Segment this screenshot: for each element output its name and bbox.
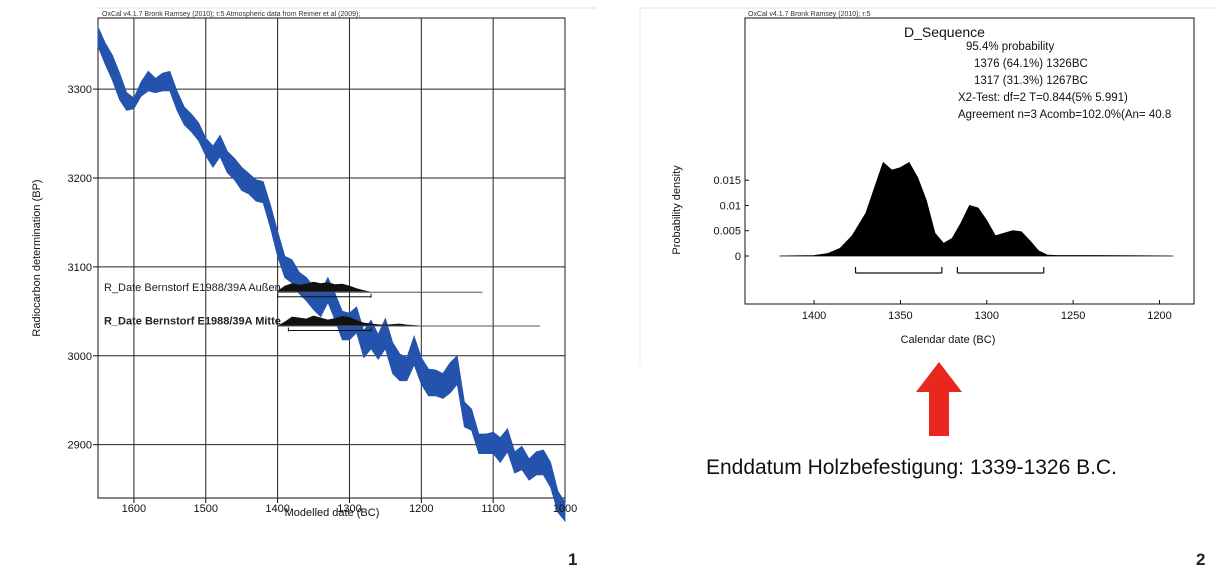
date-distribution-1 xyxy=(277,281,371,292)
x-tick-label: 1300 xyxy=(975,310,999,322)
info-line: 95.4% probability xyxy=(966,41,1054,53)
info-line: Agreement n=3 Acomb=102.0%(An= 40.8 xyxy=(958,109,1171,121)
panel-2-info-text: 95.4% probability 1376 (64.1%) 1326BC 1317… xyxy=(958,41,1171,121)
panel-1-header: OxCal v4.1.7 Bronk Ramsey (2010); r:5 At… xyxy=(102,11,360,18)
panel-1-x-tick-labels: 1600 1500 1400 1300 1200 1100 1000 xyxy=(122,503,578,515)
x-tick-label: 1600 xyxy=(122,503,146,515)
panel-2-chart: OxCal v4.1.7 Bronk Ramsey (2010); r:5 D_… xyxy=(639,7,1214,436)
panel-2-y-axis-label: Probability density xyxy=(671,165,683,255)
panel-1-date-distributions: R_Date Bernstorf E1988/39A Außen R_Date B… xyxy=(104,282,540,332)
info-line: 1376 (64.1%) 1326BC xyxy=(974,58,1088,70)
red-arrow-icon xyxy=(916,362,962,436)
panel-1-chart: OxCal v4.1.7 Bronk Ramsey (2010); r:5 At… xyxy=(31,7,596,523)
y-tick-label: 2900 xyxy=(68,440,92,452)
panel-2-y-tick-labels: 0.015 0.01 0.005 0 xyxy=(713,175,749,263)
panel-2-density xyxy=(779,161,1174,257)
panel-2-range-bars xyxy=(854,267,1045,274)
y-tick-label: 3100 xyxy=(68,262,92,274)
panel-2-x-axis-label: Calendar date (BC) xyxy=(901,334,996,346)
x-tick-label: 1400 xyxy=(802,310,826,322)
panel-1-y-tick-labels: 3300 3200 3100 3000 2900 xyxy=(68,84,92,452)
probability-density-area xyxy=(779,161,1174,257)
y-tick-label: 3000 xyxy=(68,351,92,363)
x-tick-label: 1300 xyxy=(337,503,361,515)
x-tick-label: 1100 xyxy=(481,503,505,515)
x-tick-label: 1000 xyxy=(553,503,577,515)
y-tick-label: 3300 xyxy=(68,84,92,96)
x-tick-label: 1350 xyxy=(888,310,912,322)
date-label-2: R_Date Bernstorf E1988/39A Mitte xyxy=(104,316,281,328)
end-date-annotation: Enddatum Holzbefestigung: 1339-1326 B.C. xyxy=(706,456,1117,479)
y-tick-label: 0.005 xyxy=(713,226,741,238)
panel-2-title: D_Sequence xyxy=(904,24,985,40)
date-label-1: R_Date Bernstorf E1988/39A Außen xyxy=(104,282,281,294)
info-line: 1317 (31.3%) 1267BC xyxy=(974,75,1088,87)
calibration-curve-band xyxy=(97,26,566,523)
x-tick-label: 1500 xyxy=(194,503,218,515)
panel-1-x-axis-label: Modelled date (BC) xyxy=(285,507,380,519)
info-line: X2-Test: df=2 T=0.844(5% 5.991) xyxy=(958,92,1128,104)
panel-1-y-axis-label: Radiocarbon determination (BP) xyxy=(31,179,43,336)
panel-1-calibration-curve xyxy=(97,26,566,523)
y-tick-label: 0 xyxy=(735,251,741,263)
y-tick-label: 0.015 xyxy=(713,175,741,187)
panel-2-x-tick-labels: 1400 1350 1300 1250 1200 xyxy=(802,300,1172,322)
panel-number-2: 2 xyxy=(1196,550,1206,569)
y-tick-label: 0.01 xyxy=(720,200,741,212)
panel-2-header: OxCal v4.1.7 Bronk Ramsey (2010); r:5 xyxy=(748,11,871,18)
panel-number-1: 1 xyxy=(568,550,578,569)
x-tick-label: 1200 xyxy=(1147,310,1171,322)
arrow-shape xyxy=(916,362,962,436)
x-tick-label: 1400 xyxy=(265,503,289,515)
x-tick-label: 1250 xyxy=(1061,310,1085,322)
y-tick-label: 3200 xyxy=(68,173,92,185)
x-tick-label: 1200 xyxy=(409,503,433,515)
date-distribution-2 xyxy=(277,315,422,326)
panel-2-plot-frame xyxy=(744,17,1195,305)
